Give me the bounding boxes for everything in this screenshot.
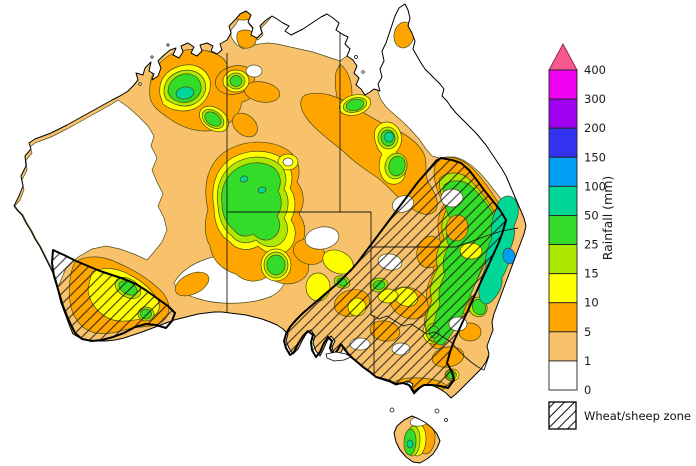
wheat-zone-label: Wheat/sheep zone <box>584 409 691 423</box>
colorbar-overflow-arrow <box>548 42 578 71</box>
colorbar-segment <box>548 156 578 187</box>
australia-rainfall-map <box>13 3 527 464</box>
colorbar-segment <box>548 331 578 362</box>
rain-layer-100-150mm <box>502 247 516 265</box>
colorbar-segment <box>548 214 578 245</box>
colorbar-tick-label: 200 <box>584 121 606 135</box>
colorbar-segment <box>548 244 578 275</box>
colorbar-segment <box>548 302 578 333</box>
colorbar-tick-label: 50 <box>584 208 599 222</box>
rain-layer-50-100mm <box>175 86 519 449</box>
colorbar-tick-label: 15 <box>584 267 599 281</box>
colorbar-segment <box>548 360 578 391</box>
colorbar-segment <box>548 127 578 158</box>
wheat-zone-west <box>51 249 176 342</box>
colorbar-tick-label: 0 <box>584 383 591 397</box>
small-islands <box>138 43 448 422</box>
colorbar-tick-label: 25 <box>584 238 599 252</box>
colorbar-tick-label: 10 <box>584 296 599 310</box>
colorbar-segment <box>548 185 578 216</box>
legend-axis-title: Rainfall (mm) <box>600 176 615 261</box>
colorbar-tick-label: 300 <box>584 92 606 106</box>
colorbar-tick-label: 100 <box>584 179 606 193</box>
colorbar-segment <box>548 98 578 129</box>
wheat-zone-legend: Wheat/sheep zone <box>548 401 691 430</box>
kangaroo-island <box>325 351 352 362</box>
colorbar-segment <box>548 273 578 304</box>
colorbar-tick-label: 5 <box>584 325 591 339</box>
colorbar-segment <box>548 69 578 100</box>
coastlines <box>13 3 527 464</box>
wheat-zone-swatch <box>548 401 577 430</box>
colorbar-tick-label: 150 <box>584 150 606 164</box>
colorbar-tick-label: 400 <box>584 63 606 77</box>
colorbar-tick-label: 1 <box>584 354 591 368</box>
rain-layer-0-1mm <box>14 4 518 304</box>
